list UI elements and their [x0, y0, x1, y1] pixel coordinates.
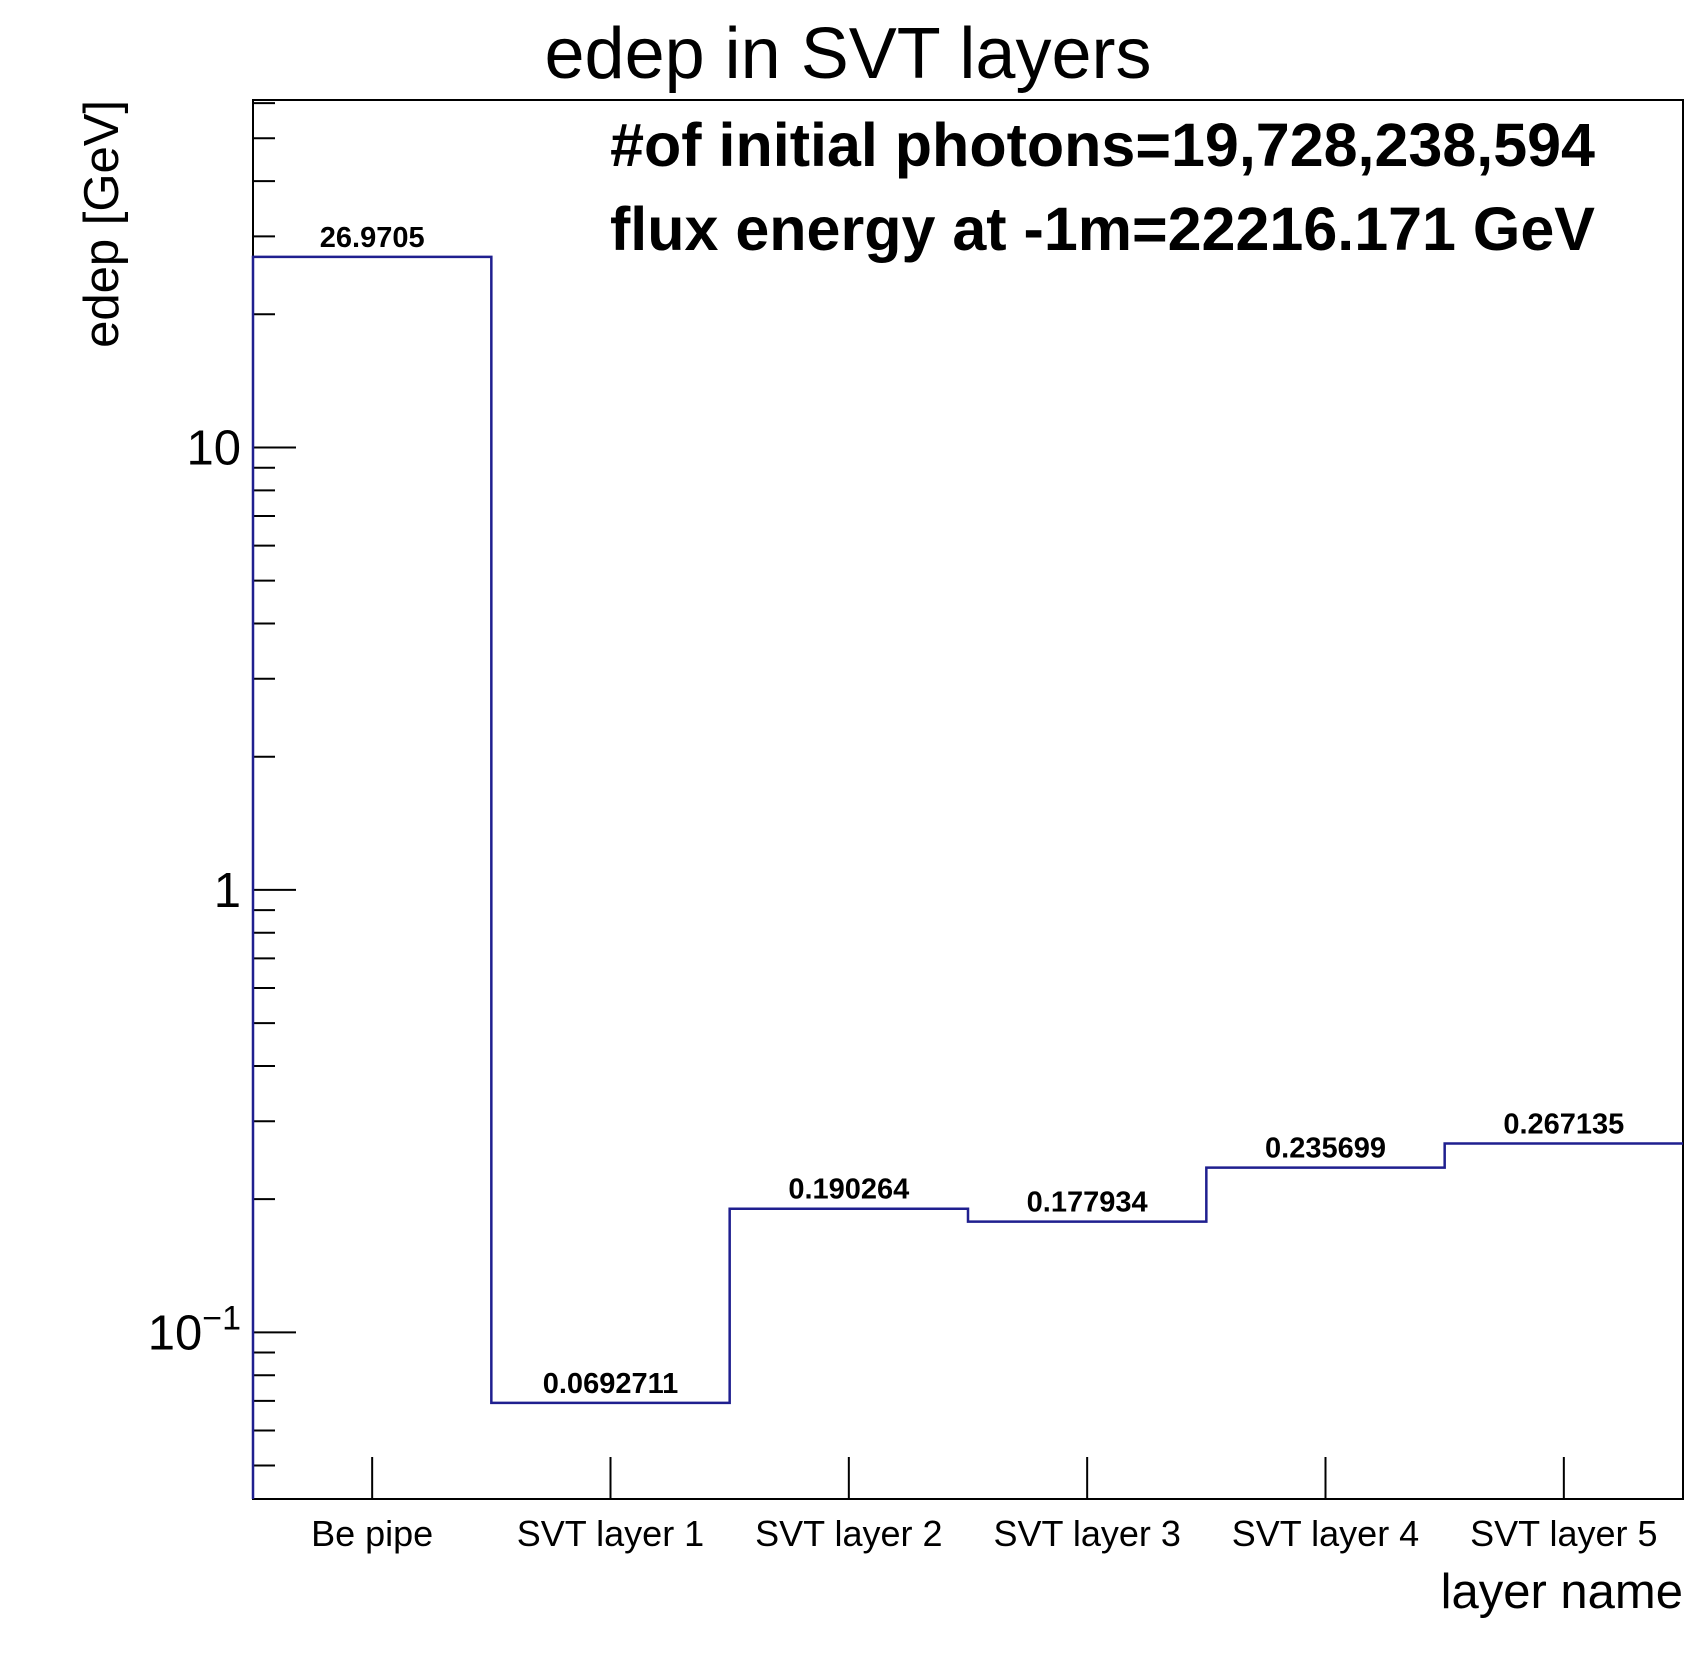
x-tick-label: SVT layer 2 — [755, 1513, 942, 1554]
chart-title: edep in SVT layers — [544, 14, 1151, 94]
x-axis-tick-labels: Be pipe SVT layer 1 SVT layer 2 SVT layer 3… — [311, 1513, 1657, 1554]
y-tick-label: 10 — [186, 421, 241, 475]
y-axis-minor-ticks — [253, 102, 275, 1467]
data-label: 0.190264 — [788, 1174, 909, 1206]
data-label: 0.235699 — [1265, 1133, 1386, 1165]
data-label: 0.0692711 — [543, 1368, 678, 1400]
x-axis-label: layer name — [1441, 1565, 1683, 1619]
annotation-photon-count: #of initial photons=19,728,238,594 — [610, 111, 1595, 179]
data-label: 0.177934 — [1027, 1187, 1148, 1219]
y-tick-label: 10−1 — [148, 1299, 241, 1360]
x-tick-label: SVT layer 4 — [1232, 1513, 1419, 1554]
x-tick-label: Be pipe — [311, 1513, 433, 1554]
x-tick-label: SVT layer 5 — [1470, 1513, 1657, 1554]
annotation-flux-energy: flux energy at -1m=22216.171 GeV — [610, 195, 1595, 263]
data-labels: 26.9705 0.0692711 0.190264 0.177934 0.235699… — [320, 222, 1625, 1400]
series-step-line — [251, 255, 1683, 1499]
y-axis-major-ticks: 10 1 10−1 — [148, 421, 296, 1360]
x-tick-label: SVT layer 3 — [993, 1513, 1180, 1554]
x-axis-ticks — [371, 1457, 1565, 1499]
data-label: 26.9705 — [320, 222, 425, 254]
y-tick-label: 1 — [214, 864, 241, 918]
data-label: 0.267135 — [1503, 1109, 1624, 1141]
x-tick-label: SVT layer 1 — [517, 1513, 704, 1554]
y-axis-label: edep [GeV] — [75, 100, 129, 348]
